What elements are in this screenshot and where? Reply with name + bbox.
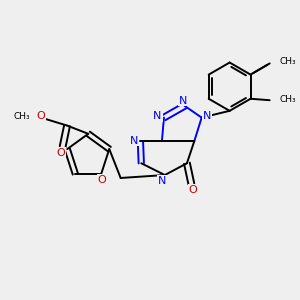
Text: O: O <box>98 175 106 185</box>
Text: N: N <box>153 111 162 121</box>
Text: N: N <box>130 136 138 146</box>
Text: O: O <box>188 185 197 195</box>
Text: O: O <box>57 148 65 158</box>
Text: CH₃: CH₃ <box>279 57 296 66</box>
Text: N: N <box>203 111 211 121</box>
Text: O: O <box>36 111 45 121</box>
Text: N: N <box>158 176 166 186</box>
Text: CH₃: CH₃ <box>279 95 296 104</box>
Text: N: N <box>179 95 187 106</box>
Text: CH₃: CH₃ <box>13 112 30 121</box>
